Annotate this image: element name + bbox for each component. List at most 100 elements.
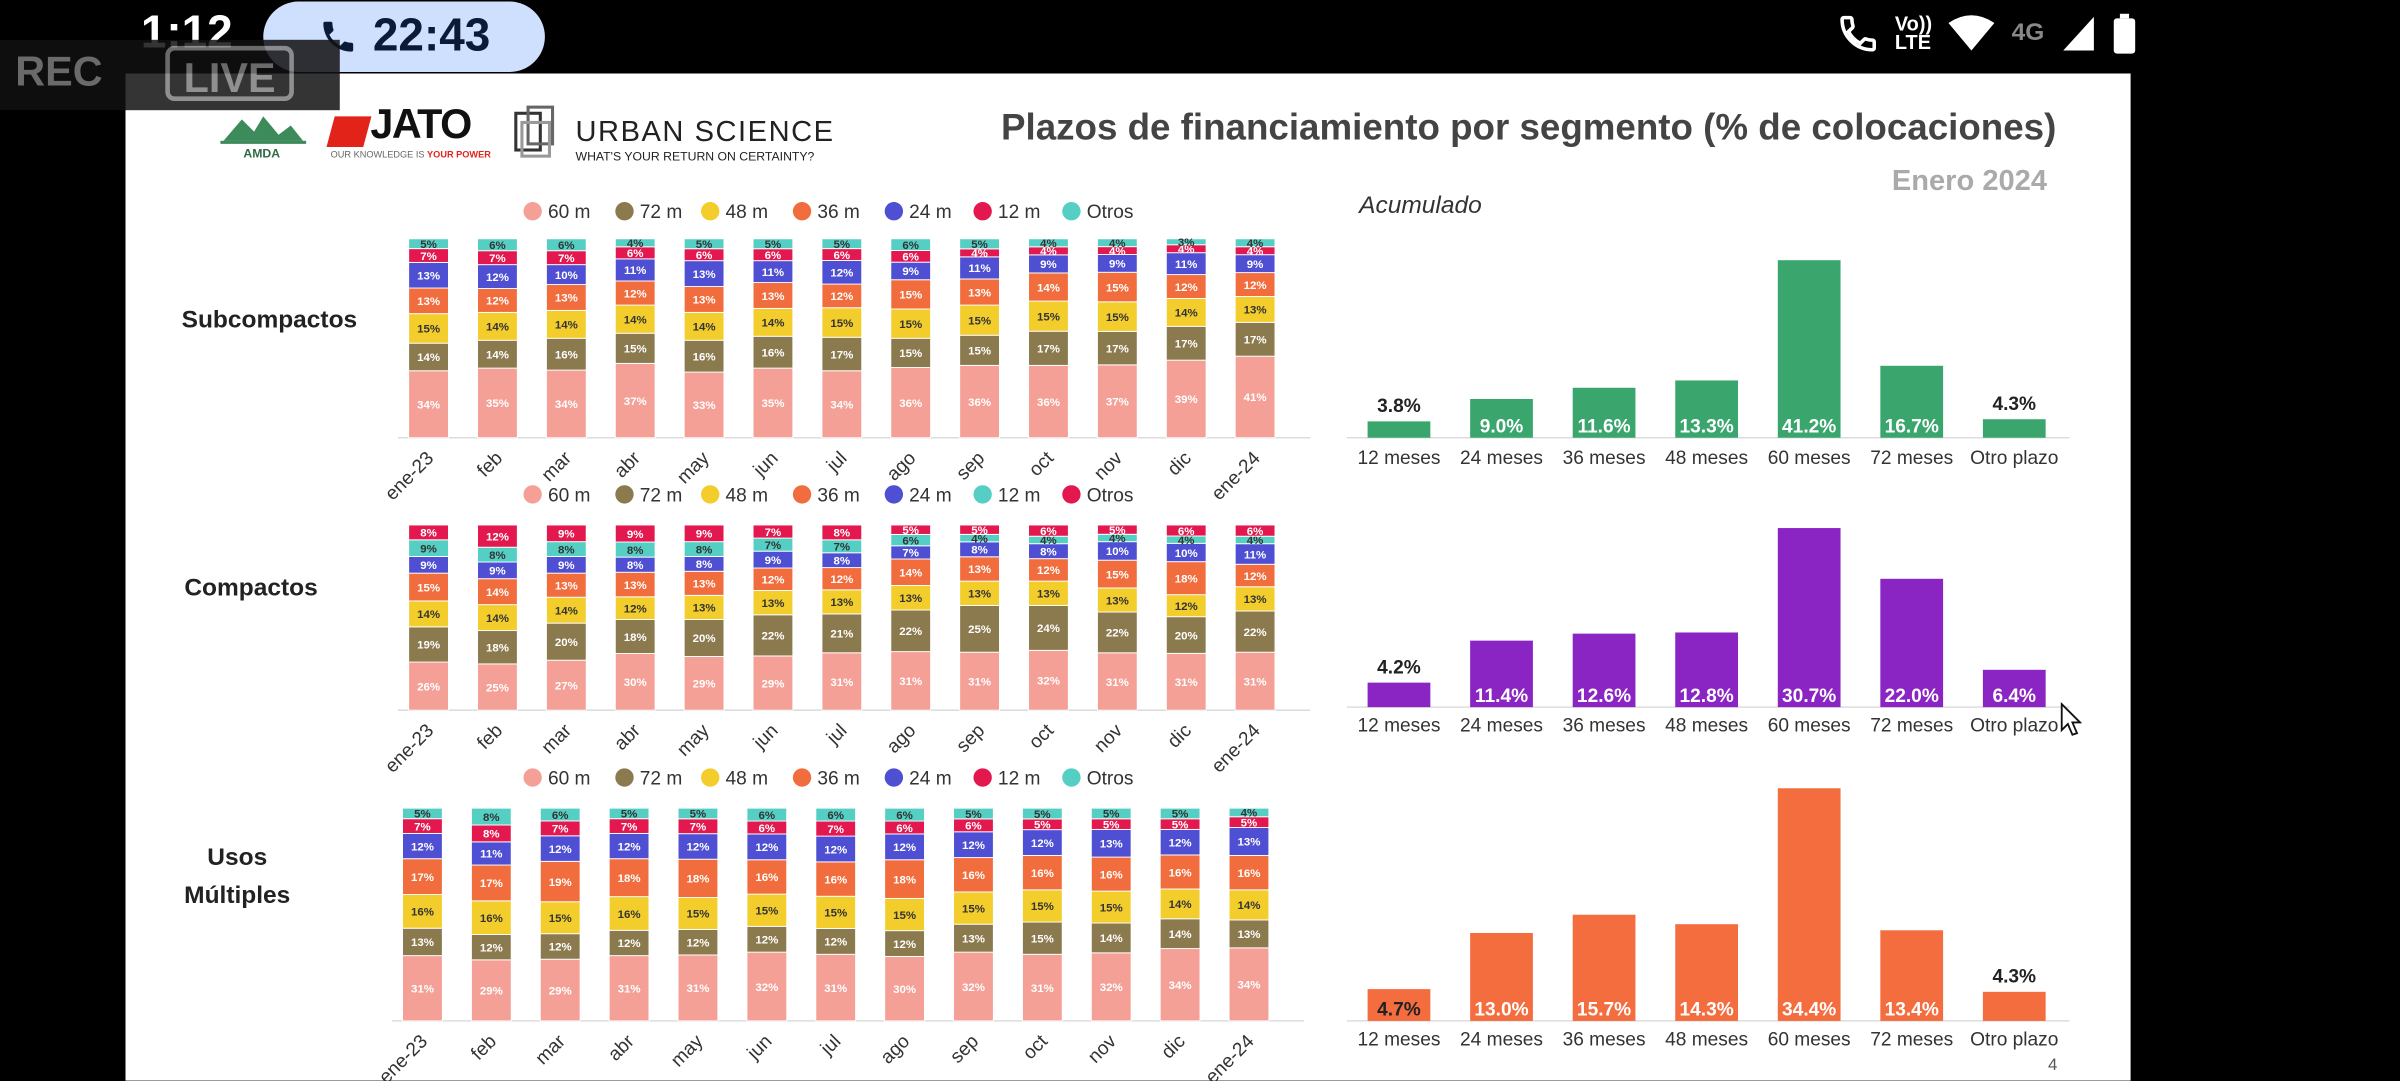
stacked-bar-segment	[1165, 524, 1207, 537]
data-label: 31%	[1106, 677, 1129, 689]
data-label: 6%	[1247, 526, 1264, 538]
data-label: 8%	[1040, 546, 1057, 558]
stacked-bar-segment	[408, 313, 449, 344]
stacked-bar-segment	[614, 524, 656, 543]
stacked-bar-segment	[614, 332, 656, 364]
stacked-bar-segment	[1159, 828, 1201, 856]
data-label: 7%	[489, 253, 506, 265]
x-tick-label: dic	[1164, 720, 1196, 752]
stacked-bar-segment	[752, 307, 794, 337]
data-label: 17%	[411, 872, 434, 884]
data-label: 8%	[483, 829, 500, 841]
stacked-chart-1: 60 m 72 m 48 m 36 m 24 m 12 m Otros 26% 19% 14% 15…	[381, 485, 1311, 777]
stacked-bar-segment	[821, 307, 863, 338]
x-tick-label: 48 meses	[1665, 716, 1748, 737]
data-label: 31%	[686, 983, 709, 995]
data-label: 15%	[824, 908, 847, 920]
data-label: 13.0%	[1474, 1000, 1528, 1021]
data-label: 14%	[1237, 900, 1260, 912]
stacked-bar-segment	[1096, 611, 1138, 654]
data-label: 7%	[765, 540, 782, 552]
data-label: 19%	[417, 640, 440, 652]
data-label: 9%	[1247, 259, 1264, 271]
data-label: 15%	[1106, 569, 1129, 581]
stacked-bar-segment	[1096, 524, 1138, 535]
data-label: 9%	[489, 566, 506, 578]
data-label: 8%	[834, 555, 851, 567]
stacked-bar-segment	[1228, 807, 1270, 818]
bar	[1470, 932, 1533, 1021]
legend-swatch	[523, 485, 542, 504]
stacked-bar-segment	[608, 807, 650, 820]
data-label: 15%	[1106, 312, 1129, 324]
urban-science-tagline: WHAT'S YOUR RETURN ON CERTAINTY?	[575, 149, 815, 164]
data-label: 13%	[830, 597, 853, 609]
bar	[1675, 924, 1738, 1021]
x-tick-label: feb	[473, 448, 507, 482]
data-label: 4%	[971, 248, 988, 260]
data-label: 7%	[834, 542, 851, 554]
data-label: 12%	[1031, 838, 1054, 850]
bar	[1367, 421, 1431, 438]
stacked-bar-segment	[683, 311, 725, 341]
data-label: 34.4%	[1782, 1000, 1836, 1021]
bar	[1470, 398, 1533, 438]
stacked-bar-segment	[815, 807, 857, 822]
data-label: 16%	[1100, 869, 1123, 881]
stacked-bar-segment	[1159, 888, 1201, 920]
data-label: 16%	[618, 909, 641, 921]
data-label: 15%	[417, 582, 440, 594]
stacked-bar-segment	[1234, 321, 1276, 357]
segment-label-usos-multiples: Usos Múltiples	[184, 844, 291, 910]
jato-tagline-a: OUR KNOWLEDGE IS	[330, 151, 428, 161]
data-label: 12%	[1175, 601, 1198, 613]
data-label: 12%	[618, 841, 641, 853]
stacked-bar-segment	[890, 279, 932, 310]
data-label: 12%	[1244, 280, 1267, 292]
data-label: 13%	[555, 580, 578, 592]
data-label: 12%	[549, 844, 572, 856]
data-label: 5%	[965, 809, 982, 821]
data-label: 14%	[899, 568, 922, 580]
stacked-bar-segment	[470, 807, 512, 826]
stacked-bar-segment	[1096, 238, 1138, 248]
legend-label: 12 m	[998, 768, 1041, 789]
data-label: 17%	[1037, 344, 1060, 356]
stacked-bar-segment	[746, 925, 788, 953]
stacked-bar-segment	[677, 833, 719, 860]
bar	[1880, 930, 1944, 1021]
x-tick-label: 48 meses	[1665, 1029, 1748, 1050]
stacked-bar-segment	[890, 238, 932, 251]
data-label: 5%	[621, 809, 638, 821]
legend-swatch	[615, 485, 634, 504]
data-label: 15%	[1106, 282, 1129, 294]
bar	[1675, 632, 1738, 708]
data-label: 16.7%	[1885, 416, 1939, 437]
x-tick-label: jul	[822, 448, 851, 477]
x-tick-label: nov	[1084, 1031, 1121, 1068]
data-label: 6%	[765, 250, 782, 262]
stacked-bar-segment	[752, 524, 794, 539]
x-tick-label: 60 meses	[1768, 448, 1851, 469]
data-label: 15%	[417, 324, 440, 336]
stacked-bar-segment	[408, 342, 449, 372]
stacked-bar-segment	[683, 570, 725, 596]
legend-swatch	[973, 485, 992, 504]
stacked-bar-segment	[683, 371, 725, 439]
mouse-cursor-icon	[2060, 702, 2082, 736]
stacked-bar-segment	[890, 337, 932, 368]
slide-title: Plazos de financiamiento por segmento (%…	[1001, 107, 2057, 149]
data-label: 5%	[1103, 819, 1120, 831]
data-label: 18%	[893, 874, 916, 886]
signal-icon	[2062, 16, 2094, 51]
data-label: 13%	[555, 293, 578, 305]
data-label: 36%	[899, 398, 922, 410]
x-tick-label: abr	[604, 1031, 639, 1066]
data-label: 31%	[411, 984, 434, 996]
stacked-bar-segment	[608, 858, 650, 898]
data-label: 15%	[968, 346, 991, 358]
x-tick-label: sep	[953, 448, 990, 485]
x-tick-label: ene-24	[1202, 1031, 1259, 1081]
data-label: 16%	[761, 347, 784, 359]
data-label: 12%	[1244, 571, 1267, 583]
